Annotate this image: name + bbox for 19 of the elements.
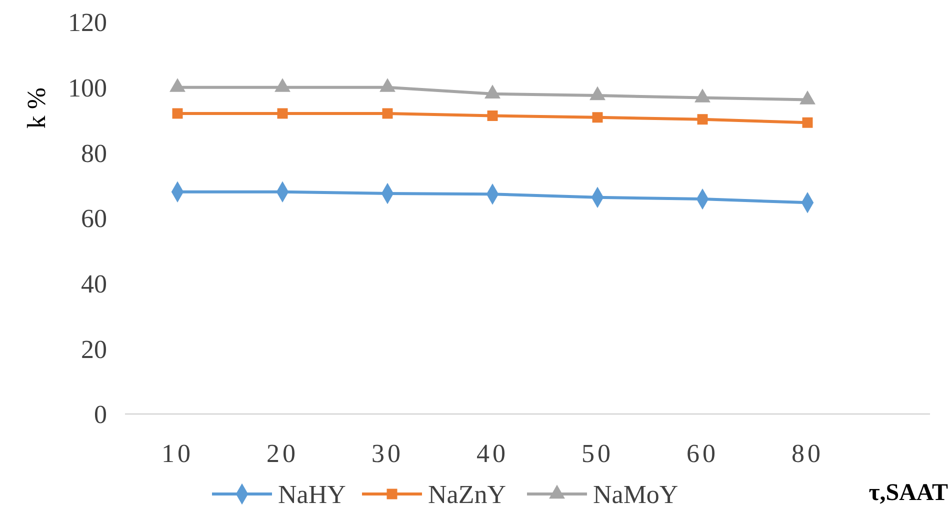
y-tick-label: 120	[68, 8, 107, 38]
x-tick-label: 80	[792, 439, 824, 468]
y-tick-label: 60	[81, 204, 107, 234]
x-tick-label: 50	[582, 439, 614, 468]
x-tick-label: 10	[162, 439, 194, 468]
y-tick-label: 0	[94, 400, 107, 430]
y-tick-label: 20	[81, 334, 107, 364]
x-tick-label: 20	[266, 439, 298, 468]
legend-label: NaMoY	[593, 480, 678, 510]
legend-label: NaHY	[278, 480, 346, 510]
x-axis-title: τ,SAAT	[868, 480, 948, 506]
x-tick-label: 40	[476, 439, 508, 468]
y-tick-label: 40	[81, 269, 107, 298]
y-tick-label: 100	[68, 73, 107, 102]
y-tick-label: 80	[81, 138, 107, 168]
x-tick-label: 60	[686, 439, 718, 468]
x-tick-label: 30	[372, 439, 404, 468]
y-axis-title: k %	[22, 87, 51, 129]
legend-label: NaZnY	[428, 480, 506, 510]
